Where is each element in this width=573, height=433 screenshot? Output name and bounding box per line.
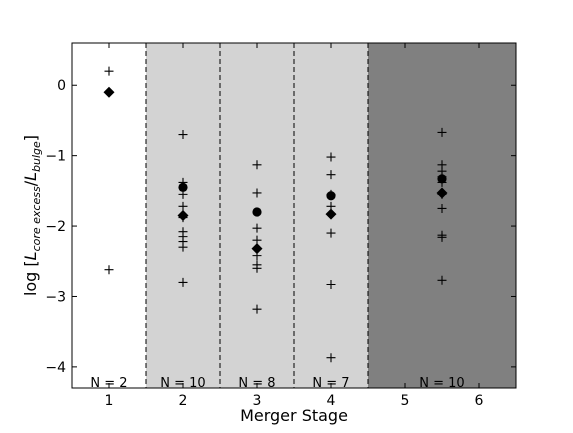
y-axis-title: log [Lcore excess/Lbulge] <box>21 135 43 296</box>
median-diamond-marker-4 <box>436 187 448 199</box>
plus-marker-19 <box>252 263 262 273</box>
plus-marker-37 <box>437 275 447 285</box>
x-tick-label-5: 5 <box>401 393 410 409</box>
x-axis-ticks: 1 2 3 4 5 6 <box>105 43 484 409</box>
median-diamond-marker-2 <box>251 243 263 255</box>
plus-marker-22 <box>326 170 336 180</box>
mean-circle-marker-2 <box>326 191 336 201</box>
plus-marker-10 <box>178 242 188 252</box>
mean-circle-marker-1 <box>252 207 262 217</box>
y-axis-title-num: L <box>21 251 40 260</box>
x-axis-title: Merger Stage <box>240 406 348 425</box>
plus-marker-1 <box>104 265 114 275</box>
y-tick-label-4: −4 <box>45 360 66 376</box>
y-axis-title-den-sub: bulge <box>30 141 43 172</box>
x-tick-label-4: 4 <box>327 393 336 409</box>
median-diamond-marker-3 <box>325 208 337 220</box>
plus-marker-11 <box>178 277 188 287</box>
plus-marker-36 <box>437 232 447 242</box>
plus-marker-25 <box>326 228 336 238</box>
plot-frame <box>71 42 517 389</box>
n-label-5: N = 10 <box>419 376 464 391</box>
x-tick-label-1: 1 <box>105 393 114 409</box>
y-tick-label-1: −1 <box>45 149 66 165</box>
y-tick-label-0: 0 <box>57 78 66 94</box>
plus-marker-5 <box>178 201 188 211</box>
plus-marker-12 <box>252 160 262 170</box>
y-axis-title-slash: / <box>21 180 40 186</box>
plus-marker-20 <box>252 304 262 314</box>
x-tick-label-3: 3 <box>253 393 262 409</box>
plus-marker-34 <box>437 203 447 213</box>
stage-region-1 <box>72 43 146 388</box>
y-axis-title-prefix: log [ <box>21 260 40 296</box>
y-axis-ticks: 0 −1 −2 −3 −4 <box>45 78 516 376</box>
plus-marker-13 <box>252 188 262 198</box>
plus-marker-21 <box>326 152 336 162</box>
plus-marker-28 <box>437 127 447 137</box>
plus-marker-2 <box>178 130 188 140</box>
median-diamond-marker-1 <box>177 210 189 221</box>
y-tick-label-2: −2 <box>45 219 66 235</box>
data-markers <box>103 66 448 363</box>
median-diamond-marker-0 <box>103 86 115 98</box>
x-tick-label-2: 2 <box>179 393 188 409</box>
plus-marker-15 <box>252 223 262 233</box>
stage-region-5 <box>368 43 516 388</box>
plus-marker-0 <box>104 66 114 76</box>
y-axis-title-num-sub: core excess <box>30 186 43 251</box>
plus-marker-26 <box>326 280 336 289</box>
stage-dividers <box>145 43 369 388</box>
stage-regions <box>72 43 516 388</box>
y-tick-label-3: −3 <box>45 289 66 305</box>
y-axis-title-suffix: ] <box>21 135 40 141</box>
y-axis-title-den: L <box>21 172 40 181</box>
mean-circle-marker-0 <box>178 182 188 192</box>
plus-marker-27 <box>326 353 336 363</box>
x-tick-label-6: 6 <box>475 393 484 409</box>
mean-circle-marker-3 <box>437 174 447 184</box>
